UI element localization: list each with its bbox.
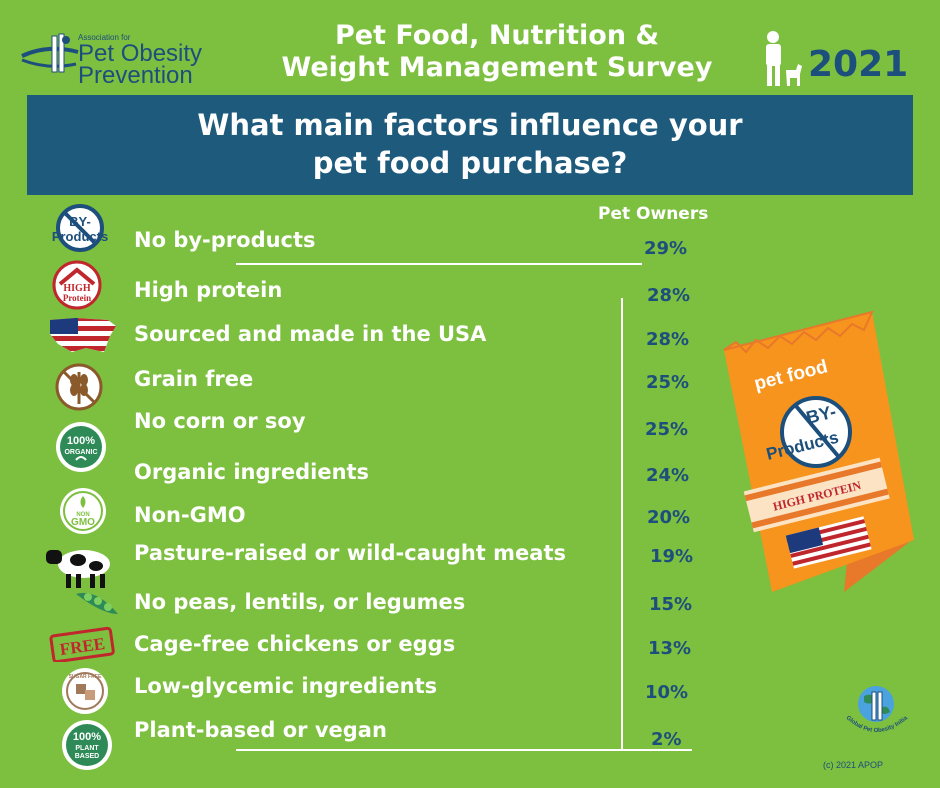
gmo-icon-text1: NON [76,512,89,518]
org-small-label: Association for [78,33,131,42]
plant-based-icon: 100% PLANT BASED [60,718,114,772]
row-percent: 19% [650,546,694,567]
global-initiative-logo: Global Pet Obesity Initiative [834,678,916,752]
by-icon-text1: BY- [69,214,91,229]
peas-icon [72,584,122,624]
survey-year: 2021 [808,44,909,85]
row-percent: 28% [646,329,690,350]
gmo-icon-text2: GMO [71,517,95,528]
row-percent: 24% [646,465,690,486]
row-label: Cage-free chickens or eggs [134,632,456,656]
row-percent: 15% [649,594,693,615]
by-icon-text2: Products [52,229,108,244]
usa-flag-map-icon [46,312,118,358]
row-divider [236,749,692,751]
row-percent: 28% [647,285,691,306]
high-icon-text2: Protein [63,293,91,303]
organic-icon-text1: 100% [67,435,95,447]
grain-free-icon [54,362,104,412]
question-text: What main factors influence your pet foo… [27,106,913,182]
title-line2: Weight Management Survey [281,52,713,83]
organic-icon-text2: ORGANIC [64,449,97,456]
row-label: Plant-based or vegan [134,718,387,742]
row-label: No by-products [134,228,316,252]
high-icon-text1: HIGH [63,283,90,294]
row-label: High protein [134,278,283,302]
person-dog-icon [760,30,804,90]
high-protein-icon: HIGH Protein [50,260,108,310]
row-label: Sourced and made in the USA [134,322,487,346]
row-label: Pasture-raised or wild-caught meats [134,541,566,565]
org-name-line2: Prevention [78,62,193,89]
row-label: Grain free [134,367,254,391]
organic-icon: 100% ORGANIC [54,420,108,474]
cow-icon [42,544,122,590]
row-label: No corn or soy [134,409,306,433]
plant-icon-text1: 100% [73,731,101,743]
by-products-icon: BY- Products [44,204,116,256]
sugar-free-icon: SUGAR FREE [60,666,110,716]
non-gmo-icon: NON GMO [58,486,108,536]
plant-icon-text2: PLANT [75,745,99,752]
row-percent: 25% [646,372,690,393]
row-percent: 29% [644,238,688,259]
sugar-icon-text: SUGAR FREE [69,674,102,680]
row-label: Non-GMO [134,503,246,527]
question-line2: pet food purchase? [312,146,628,180]
apop-logo [18,30,80,76]
row-divider [236,263,642,265]
page-title: Pet Food, Nutrition & Weight Management … [262,20,732,84]
copyright: (c) 2021 APOP [823,760,884,770]
column-header: Pet Owners [598,204,709,224]
row-percent: 2% [651,729,682,750]
row-percent: 20% [647,507,691,528]
row-percent: 13% [648,638,692,659]
row-percent: 10% [645,682,689,703]
question-banner [27,95,913,195]
row-percent: 25% [645,419,689,440]
title-line1: Pet Food, Nutrition & [334,20,659,51]
row-label: Organic ingredients [134,460,370,484]
apop-logo-icon [21,33,79,73]
org-name-line1: Pet Obesity [78,40,203,67]
row-label: Low-glycemic ingredients [134,674,438,698]
free-stamp-icon: FREE [48,626,116,664]
pet-food-bag-illustration: pet food BY- Products HIGH PROTEIN [716,302,918,604]
row-label: No peas, lentils, or legumes [134,590,466,614]
column-divider [621,298,623,750]
question-line1: What main factors influence your [197,108,743,142]
plant-icon-text3: BASED [75,753,100,760]
